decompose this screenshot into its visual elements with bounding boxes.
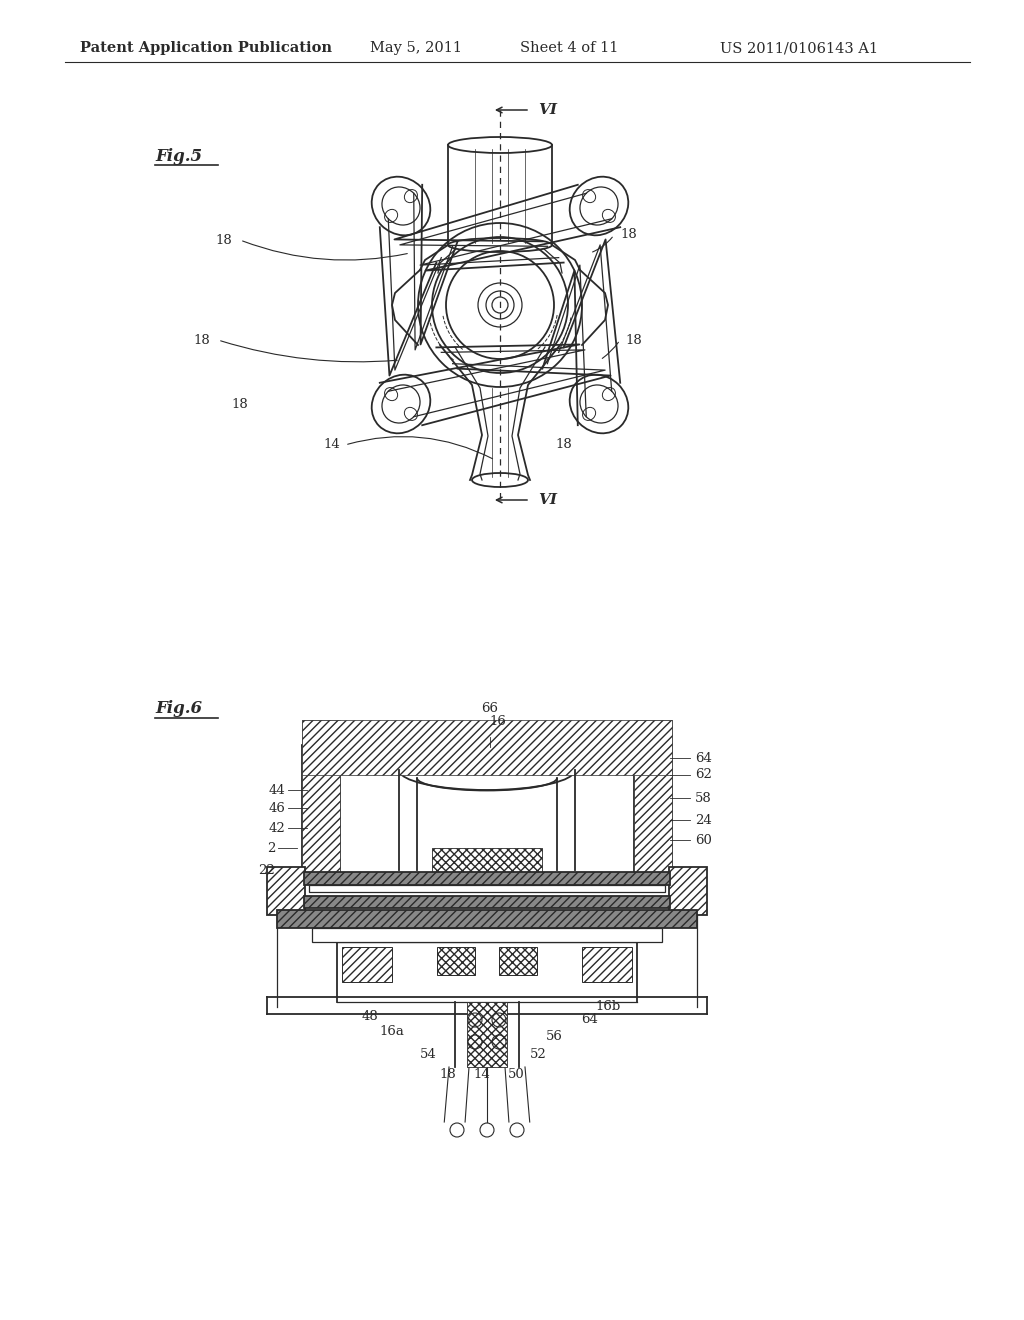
Text: Fig.6: Fig.6	[155, 700, 202, 717]
Text: 42: 42	[268, 821, 285, 834]
Text: Patent Application Publication: Patent Application Publication	[80, 41, 332, 55]
Text: 64: 64	[695, 751, 712, 764]
Text: 16: 16	[489, 715, 507, 729]
Bar	[309, 884, 665, 892]
Text: 50: 50	[508, 1068, 524, 1081]
Text: May 5, 2011: May 5, 2011	[370, 41, 462, 55]
Text: 52: 52	[529, 1048, 547, 1061]
Text: 58: 58	[695, 792, 712, 804]
Text: VI: VI	[538, 103, 557, 117]
Text: 46: 46	[268, 801, 285, 814]
Bar	[342, 946, 392, 982]
Text: 64: 64	[582, 1012, 598, 1026]
Text: Fig.5: Fig.5	[155, 148, 202, 165]
Text: 18: 18	[194, 334, 210, 346]
Text: 18: 18	[439, 1068, 457, 1081]
Text: 56: 56	[546, 1030, 562, 1043]
Bar	[302, 719, 672, 775]
Text: 16b: 16b	[595, 1001, 621, 1012]
Text: VI: VI	[538, 492, 557, 507]
Bar	[437, 946, 475, 975]
Bar	[278, 909, 697, 928]
Text: 22: 22	[258, 863, 275, 876]
Bar	[582, 946, 632, 982]
Bar	[499, 946, 537, 975]
Text: 18: 18	[625, 334, 642, 346]
Bar	[432, 847, 542, 873]
Text: 18: 18	[620, 228, 637, 242]
Bar	[267, 867, 305, 915]
Text: 14: 14	[324, 438, 340, 451]
Text: 16a: 16a	[380, 1026, 404, 1038]
Bar	[304, 896, 670, 908]
Text: 2: 2	[266, 842, 275, 854]
Text: 66: 66	[481, 702, 499, 715]
Bar	[634, 719, 672, 882]
Text: 54: 54	[420, 1048, 436, 1061]
Bar	[304, 873, 670, 884]
Bar	[467, 1002, 507, 1067]
Text: 48: 48	[361, 1010, 379, 1023]
Text: Sheet 4 of 11: Sheet 4 of 11	[520, 41, 618, 55]
Bar	[669, 867, 707, 915]
Text: 18: 18	[231, 399, 248, 412]
Text: 44: 44	[268, 784, 285, 796]
Text: US 2011/0106143 A1: US 2011/0106143 A1	[720, 41, 879, 55]
Text: 60: 60	[695, 833, 712, 846]
Bar	[302, 719, 340, 882]
Text: 18: 18	[215, 234, 232, 247]
Bar	[312, 928, 662, 942]
Text: 18: 18	[555, 438, 571, 451]
Text: 62: 62	[695, 768, 712, 781]
Text: 14: 14	[474, 1068, 490, 1081]
Text: 24: 24	[695, 813, 712, 826]
